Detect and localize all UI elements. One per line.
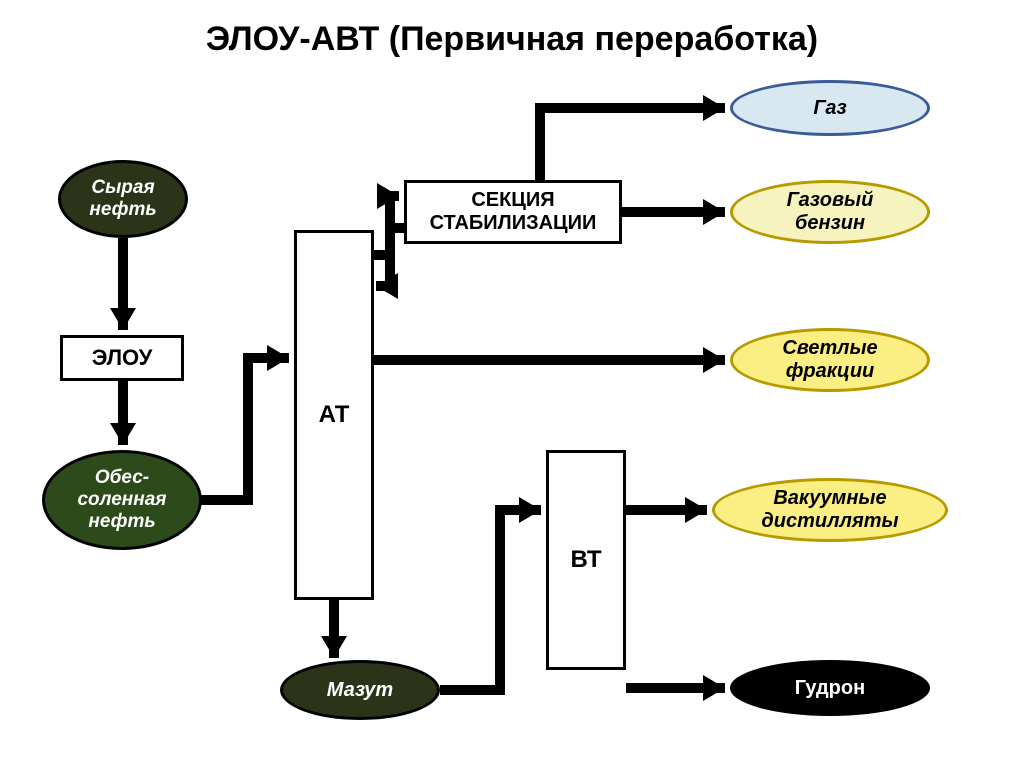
node-gas: Газ xyxy=(730,80,930,136)
diagram-stage: ЭЛОУ-АВТ (Первичная переработка) Сырая н… xyxy=(0,0,1024,767)
diagram-title: ЭЛОУ-АВТ (Первичная переработка) xyxy=(0,20,1024,59)
node-light: Светлые фракции xyxy=(730,328,930,392)
node-stab: СЕКЦИЯ СТАБИЛИЗАЦИИ xyxy=(404,180,622,244)
node-tar: Гудрон xyxy=(730,660,930,716)
node-at: АТ xyxy=(294,230,374,600)
node-vt: ВТ xyxy=(546,450,626,670)
node-vacdist: Вакуумные дистилляты xyxy=(712,478,948,542)
node-desalted: Обес- соленная нефть xyxy=(42,450,202,550)
node-gasoline: Газовый бензин xyxy=(730,180,930,244)
node-mazut: Мазут xyxy=(280,660,440,720)
node-elou: ЭЛОУ xyxy=(60,335,184,381)
node-crude: Сырая нефть xyxy=(58,160,188,238)
